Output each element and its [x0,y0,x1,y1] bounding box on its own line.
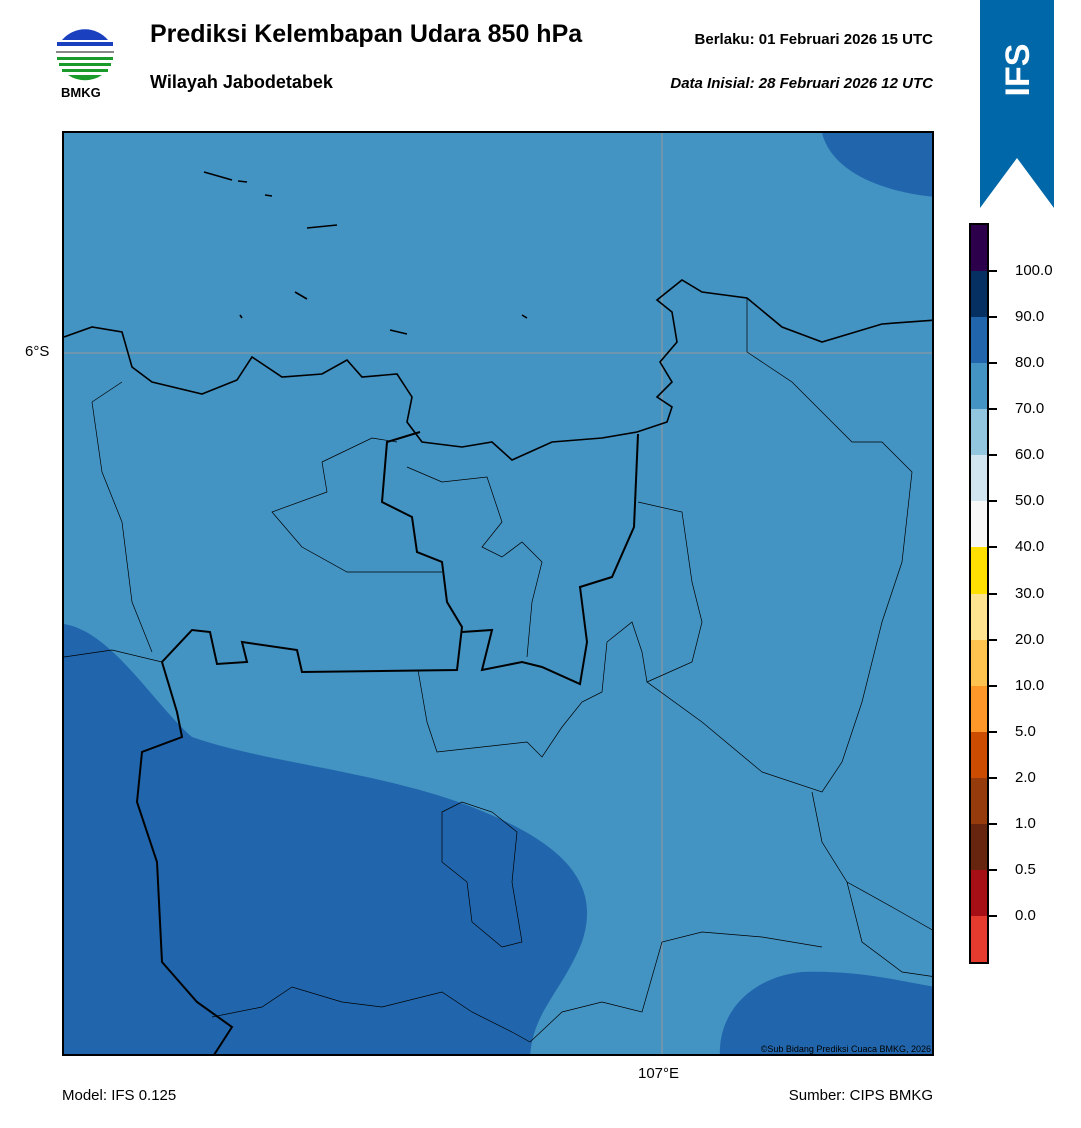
colorbar-segment [971,455,987,502]
colorbar-segment [971,271,987,318]
colorbar [969,223,989,964]
map-panel [62,131,934,1056]
colorbar-tick [989,270,997,273]
map-credit: ©Sub Bidang Prediksi Cuaca BMKG, 2026 [760,1044,931,1054]
colorbar-tick [989,454,997,457]
colorbar-segment [971,639,987,686]
colorbar-label: 30.0 [1015,584,1045,602]
colorbar-label: 90.0 [1015,308,1045,326]
colorbar-tick [989,362,997,365]
colorbar-label: 70.0 [1015,400,1045,418]
colorbar-segment [971,547,987,594]
colorbar-tick [989,592,997,595]
colorbar-label: 50.0 [1015,492,1045,510]
lat-tick-label: 6°S [25,343,50,360]
colorbar-segment [971,225,987,272]
colorbar-tick [989,546,997,549]
colorbar-label: 1.0 [1015,814,1036,832]
colorbar-segment [971,363,987,410]
colorbar-tick [989,500,997,503]
colorbar-tick [989,914,997,917]
colorbar-tick [989,776,997,779]
humidity-field-80-90 [64,624,587,1054]
colorbar-segment [971,593,987,640]
ifs-badge: IFS [980,0,1054,208]
colorbar-label: 0.5 [1015,860,1036,878]
colorbar-label: 40.0 [1015,538,1045,556]
colorbar-tick [989,638,997,641]
humidity-map [64,133,932,1054]
colorbar-segment [971,869,987,916]
colorbar-label: 5.0 [1015,722,1036,740]
colorbar-tick [989,408,997,411]
bmkg-logo [55,23,115,83]
colorbar-segment [971,777,987,824]
lon-tick-label: 107°E [638,1065,680,1082]
colorbar-label: 100.0 [1015,262,1053,280]
humidity-field-80-90 [719,971,932,1054]
regency-border [64,298,932,1043]
colorbar-segment [971,501,987,548]
valid-time: Berlaku: 01 Februari 2026 15 UTC [694,31,933,48]
colorbar-segment [971,317,987,364]
colorbar-segment [971,685,987,732]
humidity-field-80-90 [822,133,932,197]
colorbar-segment [971,823,987,870]
colorbar-label: 10.0 [1015,676,1045,694]
province-border [135,431,639,1054]
colorbar-tick [989,316,997,319]
colorbar-segment [971,409,987,456]
colorbar-tick [989,822,997,825]
colorbar-segment [971,915,987,962]
colorbar-tick [989,730,997,733]
source-label: Sumber: CIPS BMKG [788,1087,933,1104]
colorbar-segment [971,731,987,778]
colorbar-label: 60.0 [1015,446,1045,464]
init-time: Data Inisial: 28 Februari 2026 12 UTC [670,75,933,92]
colorbar-label: 2.0 [1015,768,1036,786]
colorbar-label: 80.0 [1015,354,1045,372]
model-label: Model: IFS 0.125 [62,1087,177,1104]
coastline [64,171,932,461]
badge-text: IFS [999,44,1037,97]
colorbar-label: 20.0 [1015,630,1045,648]
colorbar-tick [989,684,997,687]
colorbar-tick [989,868,997,871]
map-subtitle: Wilayah Jabodetabek [150,72,333,92]
logo-text: BMKG [61,85,101,100]
map-title: Prediksi Kelembapan Udara 850 hPa [150,20,583,48]
colorbar-label: 0.0 [1015,906,1036,924]
